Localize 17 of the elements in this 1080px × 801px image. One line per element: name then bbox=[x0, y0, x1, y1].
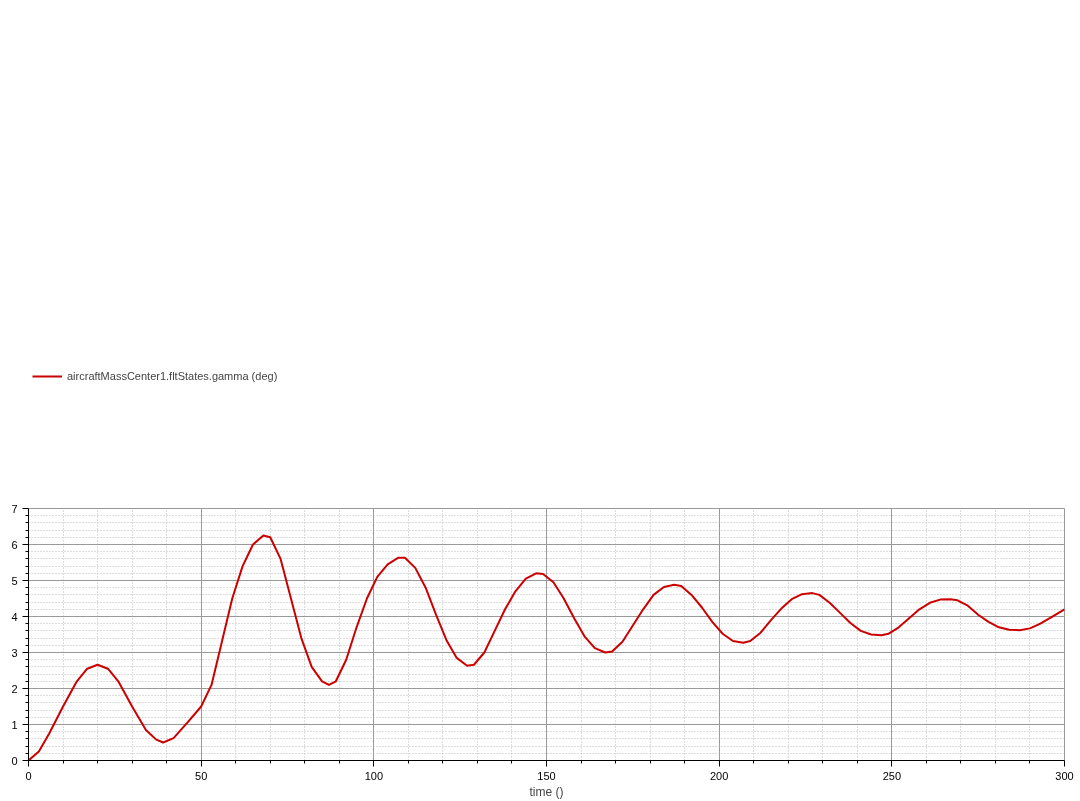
y-tick-label: 4 bbox=[11, 610, 18, 623]
y-tick-label: 6 bbox=[11, 538, 18, 551]
x-tick-label: 150 bbox=[537, 769, 556, 782]
x-tick-label: 0 bbox=[25, 769, 32, 782]
x-tick-label: 250 bbox=[882, 769, 902, 782]
x-axis-title: time () bbox=[529, 784, 564, 799]
x-tick-label: 50 bbox=[195, 769, 208, 782]
y-tick-label: 5 bbox=[11, 574, 18, 587]
x-tick-label: 100 bbox=[364, 769, 384, 782]
y-tick-label: 3 bbox=[11, 646, 18, 659]
y-tick-label: 2 bbox=[11, 682, 18, 695]
x-tick-label: 200 bbox=[709, 769, 729, 782]
x-tick-label: 300 bbox=[1055, 769, 1074, 782]
y-tick-label: 1 bbox=[11, 718, 18, 731]
legend-label: aircraftMassCenter1.fltStates.gamma (deg) bbox=[67, 370, 278, 382]
y-tick-label: 7 bbox=[11, 502, 18, 515]
y-tick-label: 0 bbox=[11, 754, 18, 767]
